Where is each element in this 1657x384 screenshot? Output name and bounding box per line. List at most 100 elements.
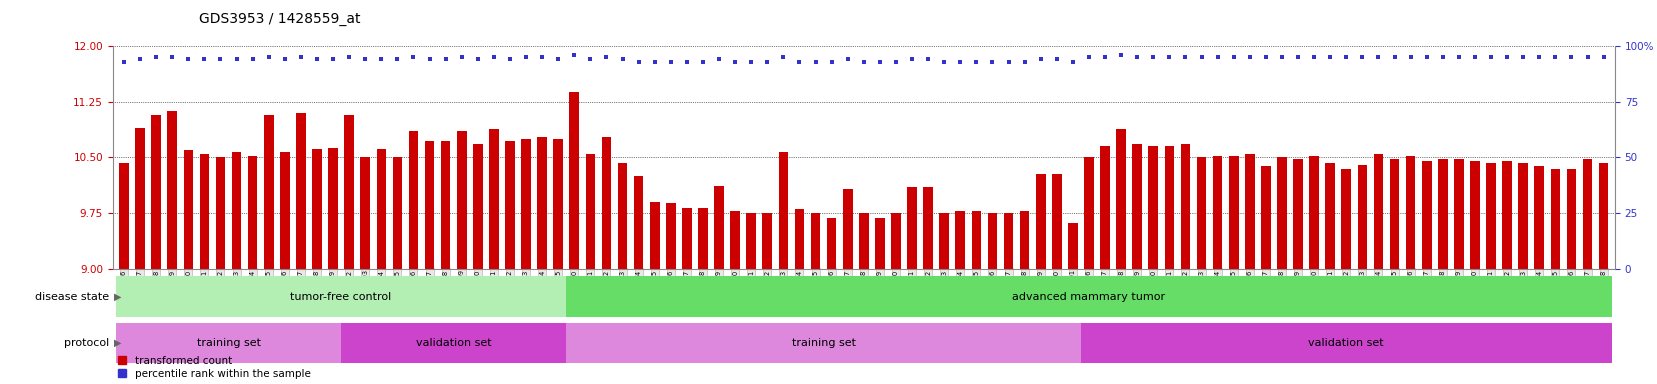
Bar: [376, 149, 386, 269]
Bar: [345, 115, 355, 269]
Point: [416, 56, 442, 63]
Bar: [1067, 223, 1077, 269]
Bar: [890, 213, 900, 269]
Bar: [167, 111, 177, 269]
Bar: [1389, 159, 1399, 269]
Bar: [312, 149, 321, 269]
Point: [1188, 54, 1215, 60]
Bar: [906, 187, 916, 269]
Bar: [585, 154, 595, 269]
Text: validation set: validation set: [416, 338, 490, 348]
Bar: [729, 211, 739, 269]
Point: [1107, 52, 1133, 58]
Point: [224, 56, 250, 63]
Point: [1445, 54, 1471, 60]
Bar: [1002, 213, 1012, 269]
Point: [1301, 54, 1327, 60]
Bar: [247, 156, 257, 269]
Bar: [408, 131, 418, 269]
Bar: [520, 139, 530, 269]
Point: [737, 59, 764, 65]
Point: [336, 54, 363, 60]
Bar: [875, 218, 885, 269]
Bar: [954, 211, 964, 269]
Point: [126, 56, 152, 63]
Point: [673, 59, 699, 65]
Bar: [858, 213, 868, 269]
Point: [785, 59, 812, 65]
Point: [641, 59, 668, 65]
Point: [176, 56, 202, 63]
Point: [560, 52, 587, 58]
Bar: [424, 141, 434, 269]
Bar: [1100, 146, 1109, 269]
Bar: [151, 115, 161, 269]
Bar: [393, 157, 403, 269]
Point: [239, 56, 265, 63]
Bar: [810, 213, 820, 269]
Bar: [263, 115, 273, 269]
Point: [689, 59, 716, 65]
Point: [1461, 54, 1488, 60]
Point: [1203, 54, 1229, 60]
Bar: [457, 131, 466, 269]
Point: [351, 56, 378, 63]
Bar: [1437, 159, 1447, 269]
Bar: [328, 148, 338, 269]
Point: [111, 59, 138, 65]
Point: [1493, 54, 1519, 60]
Point: [946, 59, 973, 65]
Point: [833, 56, 860, 63]
Bar: [1357, 165, 1367, 269]
Bar: [568, 92, 578, 269]
Point: [1380, 54, 1407, 60]
Point: [721, 59, 747, 65]
Point: [1042, 56, 1069, 63]
Bar: [505, 141, 515, 269]
Bar: [618, 163, 626, 269]
Bar: [489, 129, 499, 269]
Point: [368, 56, 394, 63]
Point: [1171, 54, 1198, 60]
Point: [898, 56, 925, 63]
Bar: [1582, 159, 1591, 269]
Text: advanced mammary tumor: advanced mammary tumor: [1012, 291, 1165, 302]
Point: [754, 59, 780, 65]
Point: [994, 59, 1021, 65]
Bar: [1276, 157, 1286, 269]
Point: [272, 56, 298, 63]
Bar: [1261, 166, 1269, 269]
Bar: [779, 152, 787, 269]
Bar: [1080, 323, 1611, 363]
Point: [915, 56, 941, 63]
Bar: [1019, 211, 1029, 269]
Point: [1316, 54, 1342, 60]
Bar: [280, 152, 290, 269]
Bar: [215, 157, 225, 269]
Point: [399, 54, 426, 60]
Text: ▶: ▶: [113, 338, 121, 348]
Bar: [1453, 159, 1463, 269]
Bar: [1501, 161, 1511, 269]
Point: [207, 56, 234, 63]
Point: [1574, 54, 1601, 60]
Text: training set: training set: [197, 338, 260, 348]
Point: [625, 59, 651, 65]
Bar: [1309, 156, 1319, 269]
Bar: [199, 154, 209, 269]
Bar: [1292, 159, 1302, 269]
Point: [1284, 54, 1311, 60]
Point: [512, 54, 539, 60]
Bar: [567, 323, 1080, 363]
Point: [1092, 54, 1118, 60]
Bar: [553, 139, 563, 269]
Point: [608, 56, 635, 63]
Bar: [1148, 146, 1158, 269]
Bar: [1132, 144, 1142, 269]
Point: [1397, 54, 1423, 60]
Point: [545, 56, 572, 63]
Bar: [1228, 156, 1238, 269]
Point: [769, 54, 795, 60]
Bar: [1470, 161, 1480, 269]
Bar: [698, 208, 708, 269]
